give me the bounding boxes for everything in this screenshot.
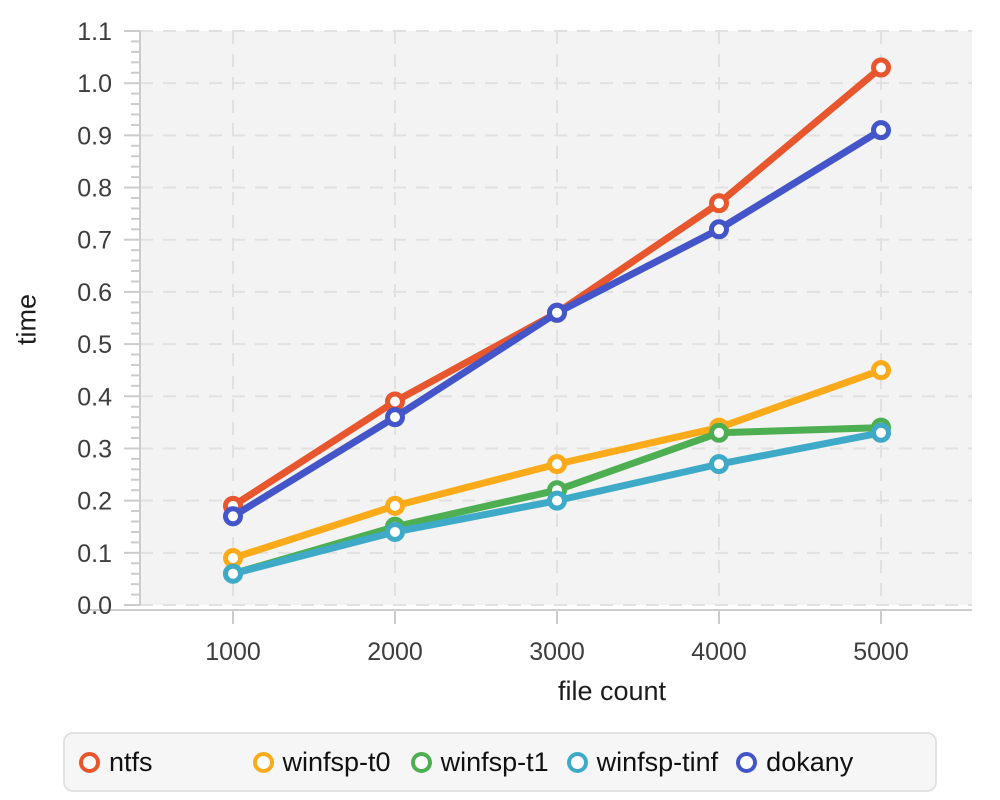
legend-item-winfsp-t0: winfsp-t0 <box>252 746 391 778</box>
y-tick-label: 0.3 <box>77 435 112 463</box>
legend-marker-icon <box>566 751 588 773</box>
y-axis-title: time <box>11 294 42 346</box>
legend-marker-icon <box>252 751 274 773</box>
x-tick-label: 4000 <box>691 638 747 666</box>
legend-item-ntfs: ntfs <box>79 747 153 778</box>
legend-item-winfsp-tinf: winfsp-tinf <box>566 746 719 778</box>
y-tick-label: 0.4 <box>77 383 112 411</box>
data-point-dokany <box>709 219 729 240</box>
y-tick-label: 0.9 <box>77 122 112 150</box>
data-point-winfsp-t0 <box>547 454 567 475</box>
data-point-winfsp-t0 <box>385 495 405 516</box>
legend-item-winfsp-t1: winfsp-t1 <box>410 746 549 778</box>
data-point-dokany <box>385 407 405 428</box>
y-tick-label: 0.1 <box>77 540 112 568</box>
x-tick-label: 5000 <box>853 638 909 666</box>
y-tick-label: 0.6 <box>77 279 112 307</box>
legend-item-dokany: dokany <box>736 747 853 778</box>
legend-label: winfsp-tinf <box>596 746 719 777</box>
y-tick-label: 0.7 <box>77 227 112 255</box>
data-point-winfsp-t1 <box>709 422 729 443</box>
x-tick-label: 1000 <box>205 638 261 666</box>
data-point-dokany <box>871 120 891 141</box>
data-point-dokany <box>547 302 567 323</box>
y-tick-label: 0.2 <box>77 488 112 516</box>
data-point-winfsp-tinf <box>223 563 243 584</box>
y-tick-label: 0.8 <box>77 175 112 203</box>
data-point-winfsp-t0 <box>871 360 891 381</box>
data-point-ntfs <box>709 193 729 214</box>
data-point-winfsp-tinf <box>547 490 567 511</box>
legend-marker-icon <box>736 751 758 773</box>
legend-label: winfsp-t1 <box>440 746 549 777</box>
legend-marker-icon <box>410 751 432 773</box>
y-tick-label: 0.0 <box>77 592 112 620</box>
x-axis-title: file count <box>0 676 1000 707</box>
data-point-ntfs <box>871 57 891 78</box>
x-tick-label: 3000 <box>529 638 585 666</box>
y-tick-label: 0.5 <box>77 331 112 359</box>
legend: ntfs winfsp-t0 winfsp-t1 winfsp-tinf dokany <box>63 732 937 792</box>
data-point-winfsp-tinf <box>871 422 891 443</box>
data-point-dokany <box>223 506 243 527</box>
data-point-ntfs <box>385 391 405 412</box>
x-tick-label: 2000 <box>367 638 423 666</box>
y-tick-label: 1.0 <box>77 70 112 98</box>
legend-label: winfsp-t0 <box>282 746 391 777</box>
data-point-winfsp-t0 <box>223 548 243 569</box>
data-point-winfsp-tinf <box>385 521 405 542</box>
data-point-winfsp-tinf <box>709 454 729 475</box>
legend-label: ntfs <box>109 746 153 777</box>
y-tick-label: 1.1 <box>77 18 112 46</box>
legend-label: dokany <box>766 746 854 777</box>
legend-marker-icon <box>79 751 100 773</box>
x-axis-title-text: file count <box>557 676 667 706</box>
